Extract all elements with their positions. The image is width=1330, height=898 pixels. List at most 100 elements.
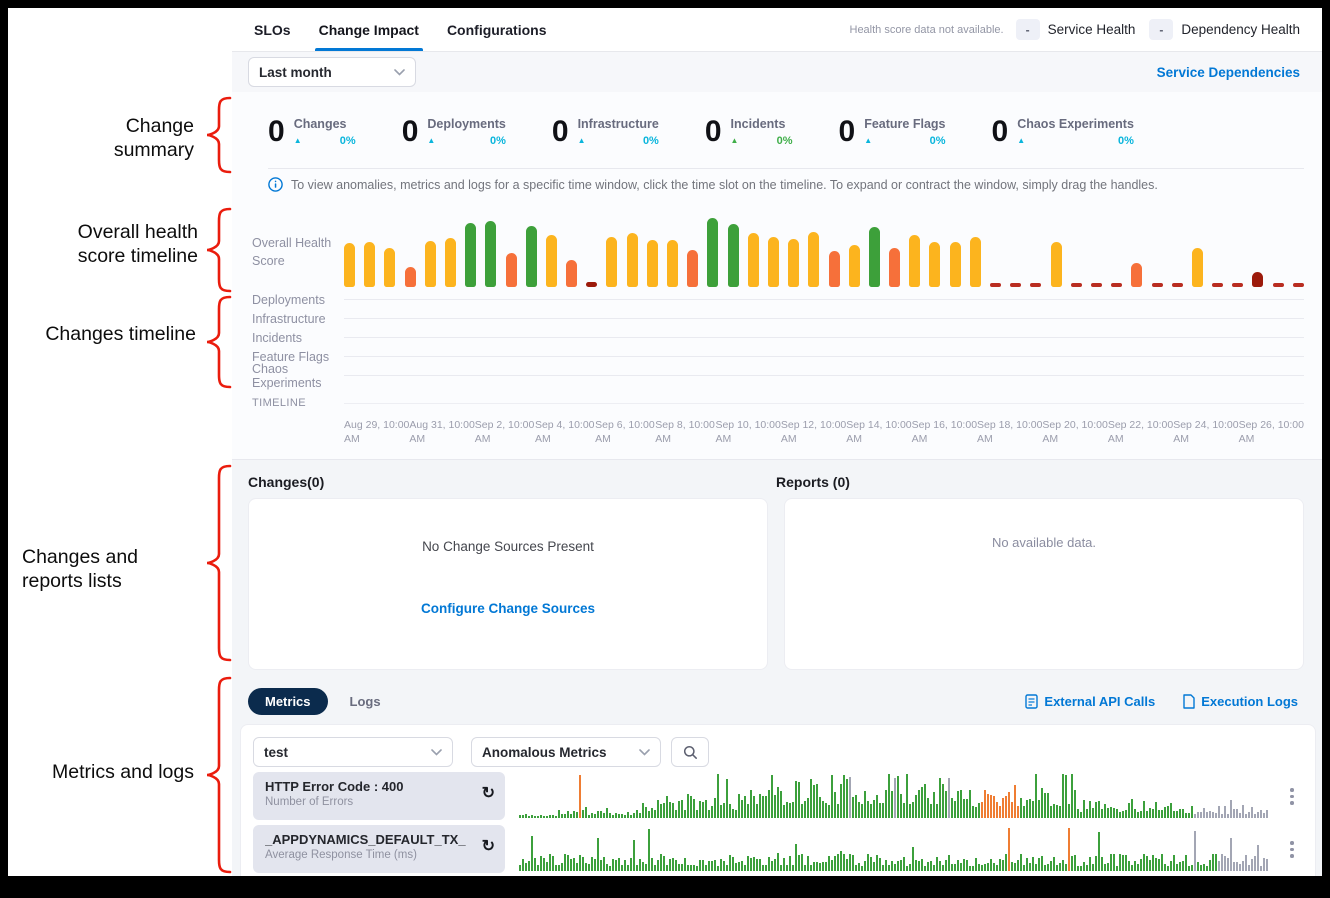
kebab-menu-icon[interactable] <box>1281 784 1303 809</box>
health-score-bar[interactable] <box>727 224 739 287</box>
health-score-bar[interactable] <box>1171 283 1183 287</box>
health-score-bar[interactable] <box>747 233 759 287</box>
dashboard: SLOs Change Impact Configurations Health s… <box>232 8 1322 876</box>
health-score-bar[interactable] <box>525 226 537 287</box>
health-score-bar[interactable] <box>1252 272 1264 287</box>
health-score-bar[interactable] <box>767 237 779 287</box>
metrics-tab-metrics[interactable]: Metrics <box>248 687 328 715</box>
change-row-label: Chaos Experiments <box>252 361 322 390</box>
refresh-icon[interactable]: ↻ <box>481 838 495 856</box>
health-score-bar[interactable] <box>566 260 578 287</box>
tab-slos[interactable]: SLOs <box>254 21 291 38</box>
health-score-bar[interactable] <box>707 218 719 287</box>
configure-change-sources-link[interactable]: Configure Change Sources <box>420 601 596 617</box>
health-score-bar[interactable] <box>1272 283 1284 287</box>
metric-card[interactable]: _APPDYNAMICS_DEFAULT_TX_ Average Response… <box>253 825 505 874</box>
health-score-bar[interactable] <box>606 237 618 287</box>
stat-label: Feature Flags <box>864 117 946 131</box>
health-score-bar[interactable] <box>848 245 860 287</box>
health-score-bar[interactable] <box>1232 283 1244 287</box>
health-score-bar[interactable] <box>808 232 820 287</box>
annotation-label-1: Change summary <box>113 115 194 161</box>
chevron-down-icon <box>431 749 442 756</box>
tab-change-impact[interactable]: Change Impact <box>314 8 424 51</box>
stat-value: 0 <box>991 115 1009 148</box>
health-score-bar[interactable] <box>424 241 436 287</box>
health-score-bar[interactable] <box>667 240 678 287</box>
health-score-bar[interactable] <box>828 251 840 287</box>
change-row-line <box>344 299 1304 300</box>
health-score-bar[interactable] <box>364 242 376 287</box>
health-score-bar[interactable] <box>586 282 598 287</box>
health-score-bar[interactable] <box>1010 283 1022 287</box>
health-score-bar[interactable] <box>1090 283 1102 287</box>
health-score-bar[interactable] <box>969 237 981 287</box>
health-score-bar[interactable] <box>889 248 901 287</box>
chevron-down-icon <box>394 68 405 76</box>
external-api-calls-icon <box>1025 694 1039 709</box>
health-legend: Health score data not available. - Servic… <box>850 8 1323 51</box>
info-text: To view anomalies, metrics and logs for … <box>291 177 1158 192</box>
reports-panel-title: Reports (0) <box>776 474 850 491</box>
external-api-calls-link[interactable]: External API Calls <box>1025 694 1155 709</box>
health-score-bar[interactable] <box>909 235 921 287</box>
health-score-bar[interactable] <box>929 242 941 287</box>
change-row-incidents: Incidents <box>232 328 1322 347</box>
metrics-tab-logs[interactable]: Logs <box>349 693 381 709</box>
info-icon <box>268 177 283 192</box>
health-score-bar[interactable] <box>1191 248 1203 287</box>
health-score-bar[interactable] <box>1070 283 1082 287</box>
metric-card[interactable]: HTTP Error Code : 400 Number of Errors ↻ <box>253 772 505 821</box>
overall-health-row: Overall Health Score <box>232 198 1322 290</box>
health-score-bar[interactable] <box>344 243 355 287</box>
change-row-line <box>344 375 1304 376</box>
health-score-bar[interactable] <box>485 221 497 287</box>
health-score-bar[interactable] <box>505 253 517 287</box>
refresh-icon[interactable]: ↻ <box>481 785 495 803</box>
health-score-bar[interactable] <box>545 235 557 287</box>
stat-percent: 0% <box>1118 135 1134 147</box>
health-score-bar[interactable] <box>990 283 1001 287</box>
execution-logs-link[interactable]: Execution Logs <box>1183 694 1298 709</box>
change-row-line <box>344 337 1304 338</box>
health-score-bar[interactable] <box>687 250 699 287</box>
annotation-column: Change summary Overall health score timel… <box>8 8 240 876</box>
service-dependencies-link[interactable]: Service Dependencies <box>1156 64 1300 80</box>
health-score-bar[interactable] <box>1050 242 1062 287</box>
timeline-date: Sep 6, 10:00 AM <box>595 419 655 446</box>
health-score-bar[interactable] <box>788 239 800 287</box>
legend-label: Dependency Health <box>1181 22 1300 37</box>
health-score-bar[interactable] <box>949 242 961 287</box>
timeline-date: Sep 18, 10:00 AM <box>977 419 1043 446</box>
health-score-bar[interactable] <box>1131 263 1143 287</box>
health-score-bar[interactable] <box>1030 283 1042 287</box>
health-score-bar[interactable] <box>444 238 456 287</box>
stat-deployments: 0 Deployments ▲ 0% <box>402 117 506 148</box>
tab-configurations[interactable]: Configurations <box>446 21 547 38</box>
metric-subtitle: Number of Errors <box>265 796 354 809</box>
search-button[interactable] <box>671 737 709 768</box>
health-score-bars[interactable] <box>344 203 1304 287</box>
metric-type-select[interactable]: Anomalous Metrics <box>471 737 661 768</box>
change-row-label: Deployments <box>252 292 325 307</box>
health-score-bar[interactable] <box>868 227 880 287</box>
timeline-date: Sep 14, 10:00 AM <box>846 419 912 446</box>
service-filter-select[interactable]: test <box>253 737 453 768</box>
metric-title: HTTP Error Code : 400 <box>265 779 404 795</box>
health-score-bar[interactable] <box>646 240 658 287</box>
health-score-bar[interactable] <box>1151 283 1163 287</box>
kebab-menu-icon[interactable] <box>1281 837 1303 862</box>
health-score-bar[interactable] <box>1292 283 1304 287</box>
health-score-bar[interactable] <box>404 267 416 287</box>
time-range-select[interactable]: Last month <box>248 57 416 87</box>
health-score-bar[interactable] <box>384 248 396 287</box>
trend-up-icon: ▲ <box>864 136 873 145</box>
health-score-bar[interactable] <box>626 233 638 287</box>
health-score-bar[interactable] <box>1212 283 1224 287</box>
health-score-bar[interactable] <box>1111 283 1123 287</box>
legend-item-dependency-health: - Dependency Health <box>1149 19 1300 40</box>
chevron-down-icon <box>639 749 650 756</box>
timeline-date: Sep 4, 10:00 AM <box>534 419 595 446</box>
health-score-bar[interactable] <box>465 223 477 287</box>
changes-reports-section: Changes(0) Reports (0) No Change Sources… <box>232 460 1322 679</box>
